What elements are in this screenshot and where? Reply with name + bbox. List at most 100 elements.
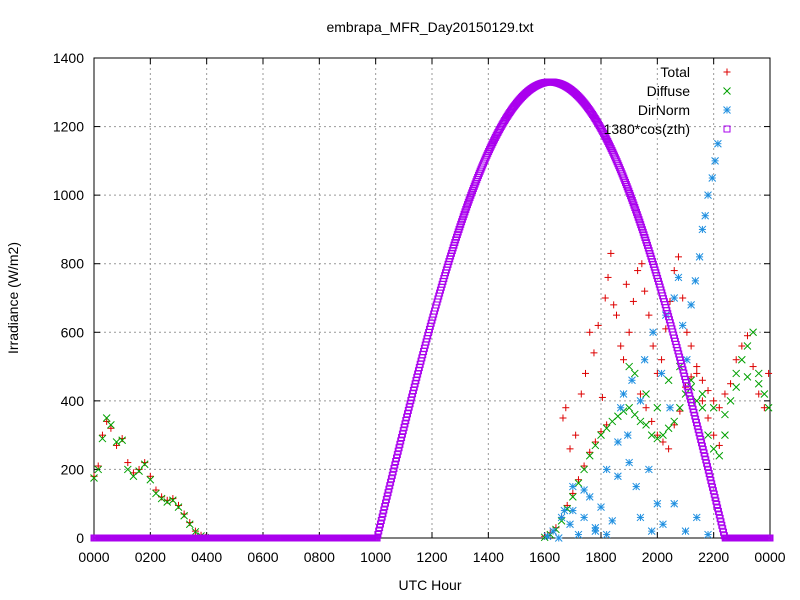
series-2 bbox=[543, 139, 722, 542]
y-axis-label: Irradiance (W/m2) bbox=[5, 242, 21, 354]
legend-marker bbox=[723, 106, 731, 114]
data-point bbox=[622, 181, 630, 189]
data-point bbox=[582, 369, 590, 377]
data-point bbox=[608, 517, 617, 525]
data-point bbox=[466, 194, 474, 202]
data-point bbox=[640, 355, 649, 364]
data-point bbox=[568, 506, 577, 515]
data-point bbox=[670, 267, 678, 275]
data-point bbox=[635, 216, 643, 224]
data-point bbox=[624, 185, 632, 193]
data-point bbox=[670, 499, 679, 508]
data-point bbox=[692, 513, 701, 522]
data-point bbox=[94, 462, 102, 470]
data-point bbox=[636, 513, 645, 522]
data-point bbox=[98, 431, 106, 439]
data-point bbox=[698, 376, 706, 384]
data-point bbox=[559, 414, 567, 422]
data-point bbox=[463, 203, 471, 211]
data-point bbox=[687, 301, 695, 309]
data-point bbox=[580, 513, 588, 522]
x-tick-label: 0800 bbox=[304, 549, 335, 565]
data-point bbox=[765, 369, 773, 377]
data-point bbox=[766, 534, 774, 542]
data-point bbox=[135, 467, 143, 475]
data-point bbox=[602, 530, 611, 539]
data-point bbox=[574, 530, 583, 539]
legend-label: 1380*cos(zth) bbox=[604, 121, 690, 137]
x-tick-label: 0000 bbox=[78, 549, 109, 565]
data-point bbox=[710, 431, 718, 439]
data-point bbox=[102, 414, 111, 422]
data-point bbox=[180, 511, 188, 520]
data-point bbox=[679, 294, 687, 302]
x-tick-label: 1800 bbox=[585, 549, 616, 565]
data-point bbox=[627, 192, 635, 200]
data-point bbox=[709, 445, 718, 453]
data-point bbox=[653, 431, 661, 439]
data-point bbox=[721, 410, 729, 419]
data-point bbox=[642, 390, 650, 398]
y-tick-label: 1400 bbox=[53, 50, 84, 66]
data-point bbox=[701, 211, 710, 220]
data-point bbox=[630, 201, 638, 209]
x-axis-label: UTC Hour bbox=[398, 577, 461, 593]
data-point bbox=[625, 187, 633, 195]
data-point bbox=[760, 390, 769, 398]
data-point bbox=[621, 176, 629, 184]
series-cos-zth bbox=[90, 78, 774, 542]
data-point bbox=[732, 356, 740, 364]
data-point bbox=[461, 208, 469, 216]
x-tick-label: 1600 bbox=[529, 549, 560, 565]
data-point bbox=[670, 294, 679, 302]
data-point bbox=[568, 482, 577, 491]
data-point bbox=[710, 397, 718, 405]
data-point bbox=[471, 180, 479, 188]
data-point bbox=[185, 520, 194, 529]
data-point bbox=[732, 369, 741, 378]
data-point bbox=[674, 253, 682, 261]
data-point bbox=[642, 421, 650, 429]
data-point bbox=[191, 527, 200, 536]
data-point bbox=[586, 328, 594, 336]
data-point bbox=[616, 403, 625, 412]
data-point bbox=[760, 404, 768, 412]
data-point bbox=[647, 527, 656, 535]
data-point bbox=[623, 431, 632, 439]
data-point bbox=[698, 390, 707, 398]
data-point bbox=[665, 445, 673, 453]
data-point bbox=[98, 434, 107, 443]
data-point bbox=[659, 520, 667, 529]
data-point bbox=[653, 499, 662, 508]
data-point bbox=[664, 424, 673, 433]
data-point bbox=[726, 397, 735, 405]
data-point bbox=[711, 157, 719, 165]
data-point bbox=[152, 486, 160, 494]
x-tick-label: 2200 bbox=[698, 549, 729, 565]
legend-marker bbox=[723, 68, 731, 76]
data-point bbox=[557, 513, 566, 522]
data-point bbox=[562, 404, 570, 412]
data-point bbox=[607, 249, 615, 257]
data-point bbox=[610, 301, 618, 309]
data-point bbox=[659, 431, 667, 439]
data-point bbox=[163, 498, 172, 506]
data-point bbox=[566, 520, 574, 529]
data-point bbox=[604, 273, 612, 281]
data-point bbox=[632, 208, 640, 216]
data-point bbox=[597, 431, 605, 439]
data-point bbox=[577, 390, 585, 398]
data-point bbox=[617, 342, 625, 350]
legend-label: Diffuse bbox=[647, 83, 691, 99]
data-point bbox=[634, 267, 642, 275]
data-point bbox=[693, 363, 701, 371]
data-point bbox=[721, 431, 729, 439]
data-point bbox=[107, 421, 115, 429]
data-point bbox=[626, 190, 634, 198]
data-point bbox=[636, 417, 645, 426]
data-point bbox=[658, 356, 666, 364]
data-point bbox=[630, 369, 639, 378]
data-point bbox=[572, 431, 580, 439]
data-point bbox=[107, 424, 115, 432]
y-tick-label: 400 bbox=[61, 393, 85, 409]
